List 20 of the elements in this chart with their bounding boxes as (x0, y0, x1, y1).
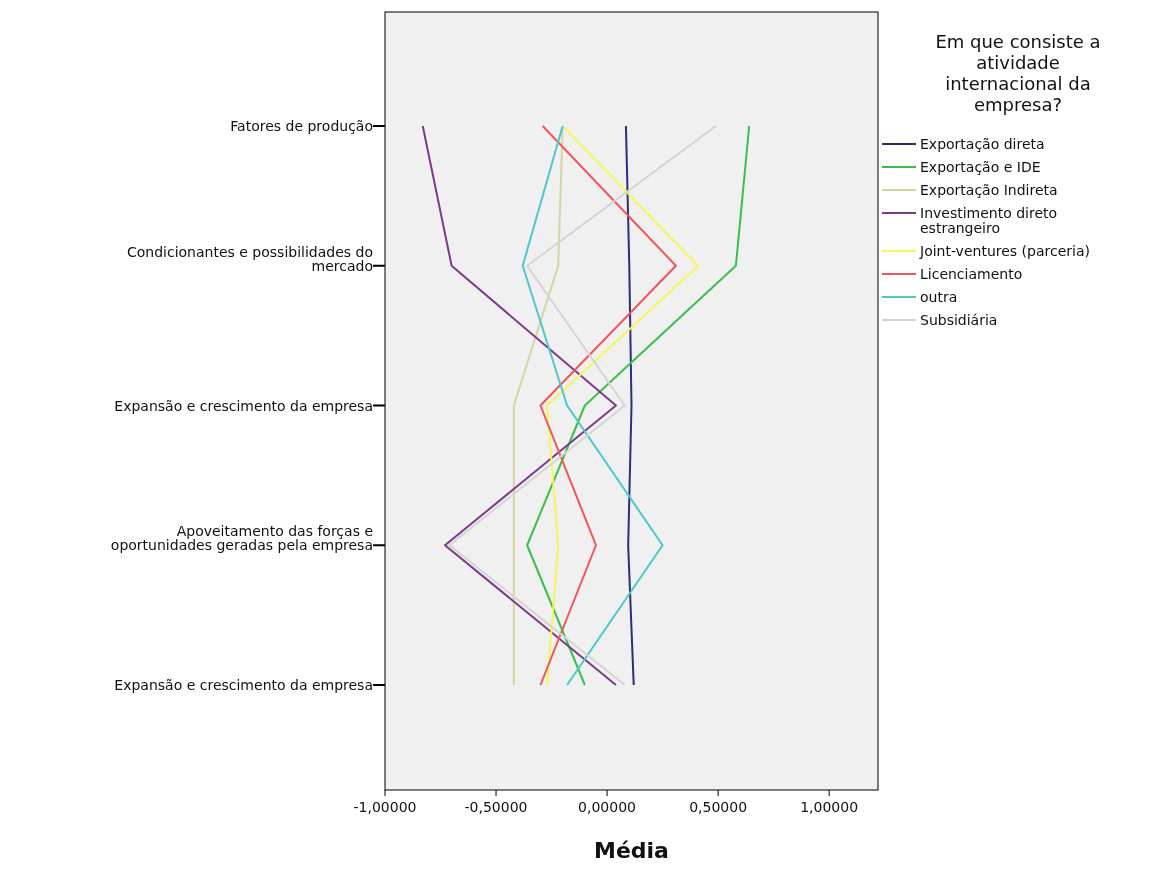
y-tick-label: Condicionantes e possibilidades do mercado (126, 243, 373, 274)
legend-title: Em que consiste a atividade internacional da empresa? (935, 31, 1101, 115)
legend-label: Exportação Indireta (920, 182, 1058, 198)
legend-label: outra (920, 289, 958, 305)
legend-label: Licenciamento (920, 266, 1023, 282)
x-tick-label: -1,00000 (353, 799, 417, 815)
x-tick-label: -0,50000 (464, 799, 528, 815)
legend-label: Joint-ventures (parceria) (919, 243, 1090, 259)
x-tick-label: 0,50000 (689, 799, 748, 815)
y-tick-label: Fatores de produção (230, 118, 373, 134)
x-tick-label: 0,00000 (578, 799, 637, 815)
legend-label: Exportação e IDE (920, 159, 1041, 175)
y-tick-label: Expansão e crescimento da empresa (114, 677, 373, 693)
legend-label: Subsidiária (920, 312, 998, 328)
x-tick-label: 1,00000 (800, 799, 859, 815)
legend-label: Investimento direto estrangeiro (920, 205, 1058, 236)
legend-label: Exportação direta (920, 136, 1045, 152)
y-tick-label: Apoveitamento das forças e oportunidades geradas pela empresa (110, 523, 373, 554)
x-axis-title: Média (594, 838, 669, 863)
y-tick-label: Expansão e crescimento da empresa (114, 397, 373, 414)
